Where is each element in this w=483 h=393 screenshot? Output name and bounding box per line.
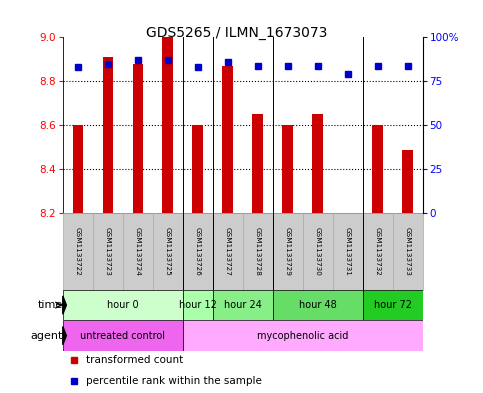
Polygon shape (63, 327, 66, 345)
Bar (273, 290, 363, 320)
Bar (213, 290, 273, 320)
Bar (223, 66, 233, 213)
Bar (402, 150, 413, 213)
Text: transformed count: transformed count (86, 355, 184, 365)
Text: hour 0: hour 0 (107, 300, 139, 310)
Bar (283, 125, 293, 213)
Bar (363, 213, 393, 290)
Bar (72, 125, 83, 213)
Text: GDS5265 / ILMN_1673073: GDS5265 / ILMN_1673073 (146, 26, 327, 40)
Text: mycophenolic acid: mycophenolic acid (257, 331, 348, 341)
Bar (333, 213, 363, 290)
Text: GSM1133728: GSM1133728 (255, 227, 261, 276)
Bar (63, 213, 93, 290)
Text: time: time (38, 300, 63, 310)
Bar (93, 213, 123, 290)
Bar (102, 57, 113, 213)
Text: GSM1133722: GSM1133722 (75, 227, 81, 276)
Text: GSM1133729: GSM1133729 (284, 227, 291, 276)
Text: hour 48: hour 48 (299, 300, 337, 310)
Bar (393, 213, 423, 290)
Bar (63, 290, 183, 320)
Bar (63, 320, 183, 351)
Text: percentile rank within the sample: percentile rank within the sample (86, 376, 262, 386)
Text: GSM1133731: GSM1133731 (345, 227, 351, 276)
Text: GSM1133727: GSM1133727 (225, 227, 231, 276)
Bar (162, 37, 173, 213)
Text: GSM1133733: GSM1133733 (405, 227, 411, 276)
Text: agent: agent (30, 331, 63, 341)
Polygon shape (63, 296, 66, 314)
Text: GSM1133724: GSM1133724 (135, 227, 141, 276)
Bar (372, 125, 383, 213)
Bar (132, 64, 143, 213)
Bar (213, 213, 242, 290)
Text: GSM1133732: GSM1133732 (375, 227, 381, 276)
Bar (313, 114, 323, 213)
Text: untreated control: untreated control (80, 331, 165, 341)
Bar (153, 213, 183, 290)
Text: GSM1133723: GSM1133723 (105, 227, 111, 276)
Bar (183, 320, 423, 351)
Text: GSM1133725: GSM1133725 (165, 227, 171, 276)
Text: hour 12: hour 12 (179, 300, 217, 310)
Bar (242, 213, 273, 290)
Bar (303, 213, 333, 290)
Bar (363, 290, 423, 320)
Text: hour 24: hour 24 (224, 300, 262, 310)
Bar (183, 213, 213, 290)
Text: hour 72: hour 72 (374, 300, 412, 310)
Bar (123, 213, 153, 290)
Bar (183, 290, 213, 320)
Text: GSM1133730: GSM1133730 (314, 227, 321, 276)
Bar (193, 125, 203, 213)
Text: GSM1133726: GSM1133726 (195, 227, 201, 276)
Bar (273, 213, 303, 290)
Bar (253, 114, 263, 213)
